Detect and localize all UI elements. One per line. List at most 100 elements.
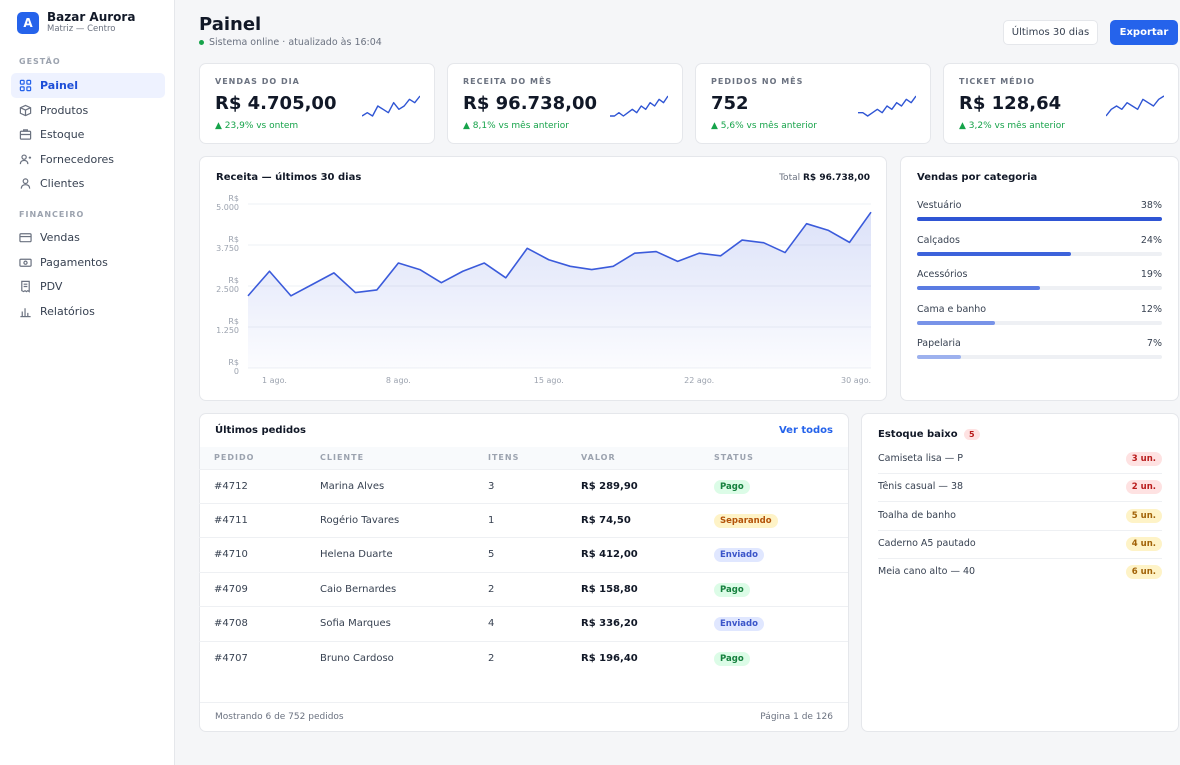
nav-section-financeiro: FINANCEIRO xyxy=(19,210,85,219)
user-icon xyxy=(20,178,31,189)
archive-icon xyxy=(19,129,32,140)
category-name: Cama e banho xyxy=(917,304,987,315)
view-all-orders-link[interactable]: Ver todos xyxy=(778,425,833,436)
kpi-sparkline xyxy=(610,95,668,117)
kpi-label: PEDIDOS NO MÊS xyxy=(711,77,804,86)
revenue-total: Total R$ 96.738,00 xyxy=(779,173,870,183)
order-id: #4712 xyxy=(214,481,248,492)
brand-name: Bazar Aurora xyxy=(47,10,136,24)
category-bar-fill xyxy=(917,355,962,359)
brand[interactable]: A Bazar Aurora Matriz — Centro xyxy=(17,11,135,35)
kpi-label: VENDAS DO DIA xyxy=(215,77,300,86)
kpi-card-pedidos-mes: PEDIDOS NO MÊS 752 ▲ 5,6% vs mês anterio… xyxy=(695,63,931,144)
export-button[interactable]: Exportar xyxy=(1110,20,1178,45)
brand-subtitle: Matriz — Centro xyxy=(47,24,116,34)
category-pct: 38% xyxy=(1140,200,1162,211)
category-row: Acessórios 19% xyxy=(917,269,1162,290)
status-line: Sistema online · atualizado às 16:04 xyxy=(199,37,382,48)
table-row[interactable]: #4710 Helena Duarte 5 R$ 412,00 Enviado xyxy=(199,537,848,571)
user-plus-icon xyxy=(19,154,32,165)
order-id: #4708 xyxy=(214,618,248,629)
orders-pagination[interactable]: Página 1 de 126 xyxy=(760,712,833,722)
category-bar-track xyxy=(917,355,1162,359)
sidebar-item-label: Estoque xyxy=(40,128,85,141)
kpi-value: R$ 128,64 xyxy=(959,93,1062,114)
order-client: Bruno Cardoso xyxy=(320,653,394,664)
order-client: Marina Alves xyxy=(320,481,385,492)
kpi-sparkline xyxy=(362,95,420,117)
table-row[interactable]: #4711 Rogério Tavares 1 R$ 74,50 Separan… xyxy=(199,503,848,537)
category-row: Vestuário 38% xyxy=(917,200,1162,221)
order-client: Sofia Marques xyxy=(320,618,391,629)
sparkline-path xyxy=(362,95,420,117)
sidebar-item-label: PDV xyxy=(40,280,63,293)
receipt-icon xyxy=(21,280,30,293)
sidebar-item-pagamentos[interactable]: Pagamentos xyxy=(11,250,165,275)
grid-icon xyxy=(19,79,32,92)
brand-logo: A xyxy=(17,12,39,34)
list-item[interactable]: Tênis casual — 38 2 un. xyxy=(878,474,1162,502)
column-header-pedido[interactable]: PEDIDO xyxy=(214,453,255,462)
stock-item-name: Toalha de banho xyxy=(878,510,956,521)
stock-item-name: Meia cano alto — 40 xyxy=(878,566,976,577)
x-tick-label: 22 ago. xyxy=(684,376,714,385)
order-id: #4707 xyxy=(214,653,248,664)
order-items: 2 xyxy=(488,653,495,664)
order-client: Rogério Tavares xyxy=(320,515,400,526)
table-row[interactable]: #4708 Sofia Marques 4 R$ 336,20 Enviado xyxy=(199,606,848,640)
sidebar-item-painel[interactable]: Painel xyxy=(11,73,165,98)
status-badge: Pago xyxy=(714,480,750,494)
sidebar: A Bazar Aurora Matriz — Centro GESTÃO Pa… xyxy=(0,0,175,765)
column-header-valor[interactable]: VALOR xyxy=(581,453,616,462)
list-item[interactable]: Toalha de banho 5 un. xyxy=(878,503,1162,531)
category-name: Papelaria xyxy=(917,338,961,349)
column-header-itens[interactable]: ITENS xyxy=(488,453,520,462)
x-tick-label: 8 ago. xyxy=(386,376,411,385)
status-badge: Pago xyxy=(714,583,750,597)
list-item[interactable]: Caderno A5 pautado 4 un. xyxy=(878,531,1162,559)
y-tick-label: R$ 2.500 xyxy=(216,276,239,294)
order-items: 1 xyxy=(488,515,495,526)
sparkline-path xyxy=(1106,95,1164,117)
sidebar-item-estoque[interactable]: Estoque xyxy=(11,122,165,147)
column-header-status[interactable]: STATUS xyxy=(714,453,754,462)
category-bar-track xyxy=(917,286,1162,290)
low-stock-title: Estoque baixo xyxy=(878,429,958,440)
revenue-total-value: R$ 96.738,00 xyxy=(803,173,870,183)
table-row[interactable]: #4709 Caio Bernardes 2 R$ 158,80 Pago xyxy=(199,572,848,606)
category-pct: 24% xyxy=(1140,235,1162,246)
category-row: Papelaria 7% xyxy=(917,338,1162,359)
x-tick-label: 30 ago. xyxy=(841,376,871,385)
status-badge: Separando xyxy=(714,514,778,528)
column-header-cliente[interactable]: CLIENTE xyxy=(320,453,365,462)
sidebar-item-fornecedores[interactable]: Fornecedores xyxy=(11,147,165,172)
order-value: R$ 158,80 xyxy=(581,584,638,595)
sidebar-item-clientes[interactable]: Clientes xyxy=(11,171,165,196)
sidebar-item-relatorios[interactable]: Relatórios xyxy=(11,299,165,324)
sidebar-item-pdv[interactable]: PDV xyxy=(11,274,165,299)
cash-icon xyxy=(19,258,32,267)
revenue-area-fill xyxy=(248,212,871,368)
y-tick-label: R$ 0 xyxy=(228,358,239,376)
y-tick-label: R$ 1.250 xyxy=(216,317,239,335)
table-row[interactable]: #4707 Bruno Cardoso 2 R$ 196,40 Pago xyxy=(199,641,848,675)
status-badge: Enviado xyxy=(714,548,764,562)
date-range-button[interactable]: Últimos 30 dias xyxy=(1003,20,1098,45)
sidebar-item-vendas[interactable]: Vendas xyxy=(11,225,165,250)
order-items: 3 xyxy=(488,481,495,492)
kpi-card-vendas-dia: VENDAS DO DIA R$ 4.705,00 ▲ 23,9% vs ont… xyxy=(199,63,435,144)
sidebar-item-label: Relatórios xyxy=(40,305,95,318)
kpi-label: RECEITA DO MÊS xyxy=(463,77,553,86)
list-item[interactable]: Meia cano alto — 40 6 un. xyxy=(878,559,1162,587)
kpi-sparkline xyxy=(858,95,916,117)
category-bar-fill xyxy=(917,286,1040,290)
list-item[interactable]: Camiseta lisa — P 3 un. xyxy=(878,446,1162,474)
sidebar-item-produtos[interactable]: Produtos xyxy=(11,98,165,123)
stock-item-name: Caderno A5 pautado xyxy=(878,538,976,549)
sparkline-path xyxy=(858,95,916,117)
kpi-delta: ▲ 23,9% vs ontem xyxy=(215,121,299,131)
online-status-dot-icon xyxy=(199,40,204,45)
x-tick-label: 15 ago. xyxy=(534,376,564,385)
kpi-value: 752 xyxy=(711,93,749,114)
table-row[interactable]: #4712 Marina Alves 3 R$ 289,90 Pago xyxy=(199,469,848,503)
